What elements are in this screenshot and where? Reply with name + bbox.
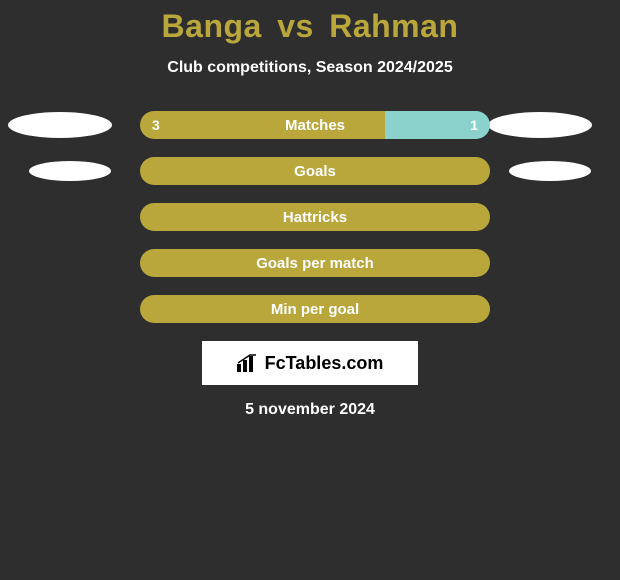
bar-track: Min per goal: [140, 295, 490, 323]
fctables-logo: FcTables.com: [237, 353, 384, 374]
bar-segment-a: [140, 111, 385, 139]
chart-row: Hattricks: [0, 203, 620, 231]
player-a-ellipse: [8, 112, 112, 138]
bar-track: Goals: [140, 157, 490, 185]
footer-date: 5 november 2024: [0, 401, 620, 419]
bar-chart-icon: [237, 354, 259, 372]
page-title: Banga vs Rahman: [0, 0, 620, 45]
chart-row: Goals per match: [0, 249, 620, 277]
bar-track: Matches31: [140, 111, 490, 139]
player-b-ellipse: [488, 112, 592, 138]
bar-track: Goals per match: [140, 249, 490, 277]
bar-segment-a: [140, 249, 490, 277]
chart-row: Matches31: [0, 111, 620, 139]
chart-row: Goals: [0, 157, 620, 185]
player-b-name: Rahman: [329, 8, 458, 44]
bar-segment-a: [140, 157, 490, 185]
logo-text: FcTables.com: [265, 353, 384, 374]
player-b-ellipse: [509, 161, 591, 181]
player-a-name: Banga: [162, 8, 262, 44]
chart-row: Min per goal: [0, 295, 620, 323]
vs-label: vs: [277, 8, 314, 44]
comparison-chart: Matches31GoalsHattricksGoals per matchMi…: [0, 111, 620, 323]
subtitle: Club competitions, Season 2024/2025: [0, 59, 620, 77]
bar-segment-a: [140, 203, 490, 231]
bar-value-b: 1: [458, 111, 490, 139]
comparison-page: Banga vs Rahman Club competitions, Seaso…: [0, 0, 620, 580]
bar-track: Hattricks: [140, 203, 490, 231]
bar-segment-a: [140, 295, 490, 323]
bar-value-a: 3: [140, 111, 172, 139]
logo-box: FcTables.com: [202, 341, 418, 385]
player-a-ellipse: [29, 161, 111, 181]
